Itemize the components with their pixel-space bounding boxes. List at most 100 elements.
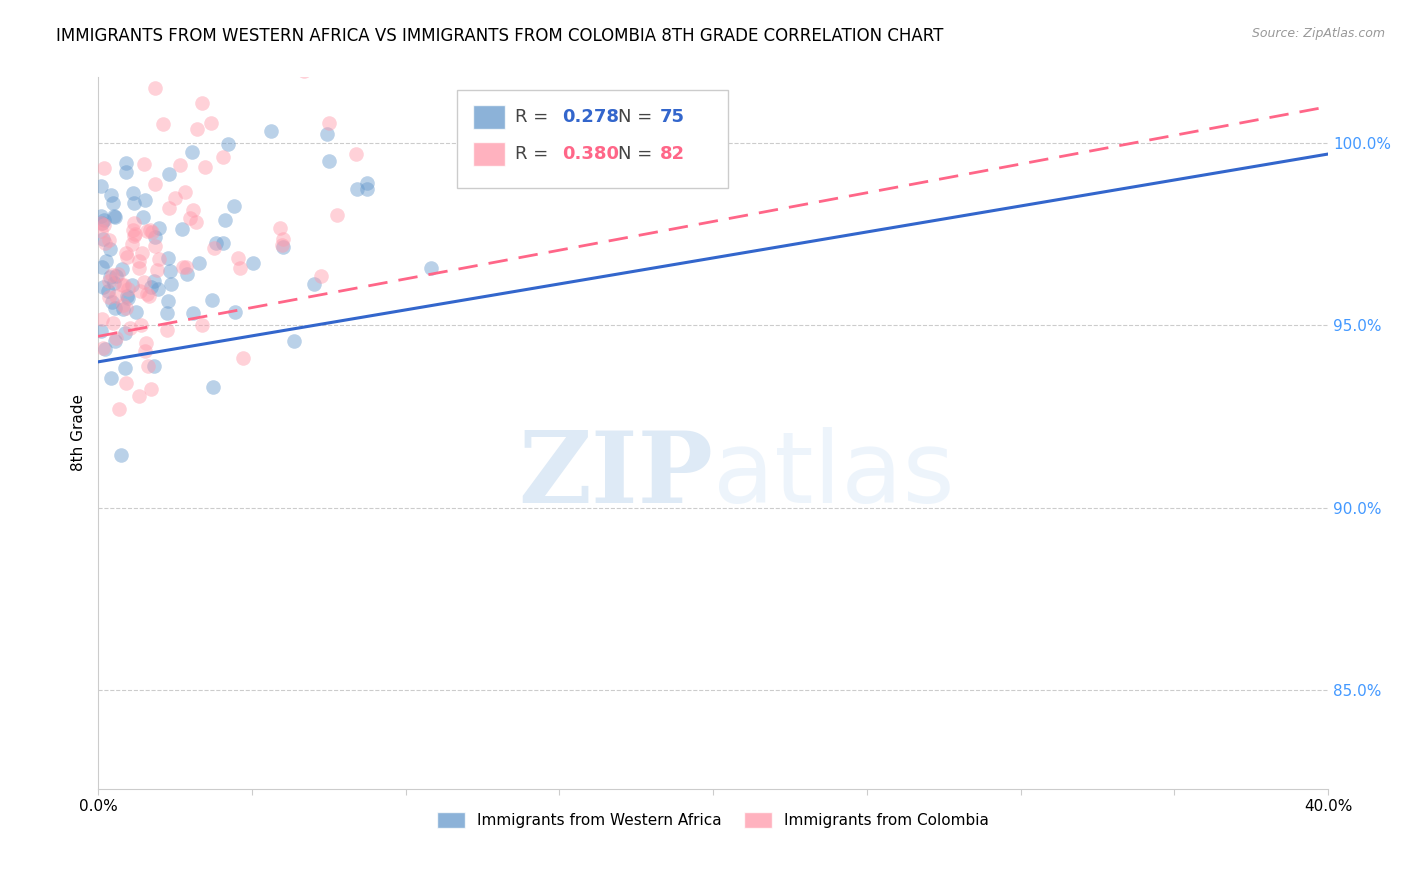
Point <box>134 275 156 289</box>
Point <box>128 261 150 276</box>
Text: R =: R = <box>515 108 554 126</box>
Point <box>136 224 159 238</box>
Point <box>114 376 136 391</box>
Point <box>131 246 153 260</box>
Point <box>90 224 112 238</box>
Point <box>122 217 145 231</box>
Point <box>129 285 152 299</box>
Point <box>143 274 166 288</box>
Bar <box>474 142 505 166</box>
Point <box>90 216 112 230</box>
Point <box>111 278 134 293</box>
Point <box>112 302 135 317</box>
Point <box>110 449 132 463</box>
Point <box>136 359 159 373</box>
Point <box>94 235 117 250</box>
Point <box>115 246 138 260</box>
Point <box>181 145 204 160</box>
Point <box>120 321 142 335</box>
Point <box>139 280 162 294</box>
Y-axis label: 8th Grade: 8th Grade <box>72 394 86 472</box>
Point <box>309 268 332 283</box>
Point <box>90 178 112 193</box>
Point <box>122 222 145 236</box>
Point <box>315 127 337 141</box>
Point <box>111 261 134 276</box>
Point <box>152 117 174 131</box>
Point <box>141 382 163 396</box>
Point <box>170 222 193 236</box>
Point <box>356 176 378 190</box>
Point <box>121 277 143 292</box>
Point <box>186 121 208 136</box>
Point <box>318 154 340 169</box>
Point <box>122 229 145 244</box>
Point <box>181 203 204 218</box>
Point <box>179 211 201 225</box>
Point <box>117 291 139 305</box>
Point <box>90 215 112 229</box>
Point <box>269 220 291 235</box>
Point <box>103 316 125 330</box>
Point <box>143 80 166 95</box>
Text: Source: ZipAtlas.com: Source: ZipAtlas.com <box>1251 27 1385 40</box>
Point <box>115 301 138 316</box>
Point <box>172 260 194 275</box>
Point <box>380 24 402 38</box>
Point <box>94 342 117 356</box>
Point <box>159 277 181 292</box>
Point <box>356 182 378 196</box>
Point <box>184 215 207 229</box>
Point <box>90 260 112 275</box>
Point <box>91 232 114 246</box>
Point <box>420 260 443 275</box>
Point <box>222 199 245 213</box>
Point <box>205 235 228 250</box>
Point <box>94 254 117 268</box>
Point <box>91 280 114 294</box>
Point <box>283 334 305 348</box>
Point <box>104 331 127 345</box>
Point <box>156 305 179 319</box>
Point <box>100 371 122 385</box>
Point <box>105 289 128 303</box>
Point <box>93 161 115 176</box>
Point <box>174 186 197 200</box>
Point <box>98 242 121 256</box>
Point <box>101 268 124 282</box>
Point <box>211 235 233 250</box>
Point <box>142 359 165 373</box>
Point <box>228 260 250 275</box>
Point <box>91 312 114 326</box>
Point <box>346 182 368 196</box>
Text: 82: 82 <box>661 145 685 162</box>
Point <box>112 277 135 292</box>
Text: N =: N = <box>619 145 658 162</box>
Point <box>159 264 181 278</box>
Point <box>143 238 166 252</box>
Point <box>117 282 139 296</box>
Point <box>91 342 114 356</box>
Point <box>226 252 249 266</box>
Point <box>115 250 138 264</box>
Legend: Immigrants from Western Africa, Immigrants from Colombia: Immigrants from Western Africa, Immigran… <box>432 806 995 834</box>
Point <box>93 213 115 227</box>
Point <box>134 344 156 359</box>
Point <box>100 188 122 202</box>
Text: 0.380: 0.380 <box>562 145 619 162</box>
Point <box>138 289 160 303</box>
Point <box>326 208 349 222</box>
Point <box>271 231 294 245</box>
Point <box>292 64 315 78</box>
Text: N =: N = <box>619 108 658 126</box>
Point <box>122 196 145 211</box>
FancyBboxPatch shape <box>457 89 728 187</box>
Point <box>101 294 124 309</box>
Point <box>169 158 191 172</box>
Text: 0.278: 0.278 <box>562 108 619 126</box>
Point <box>134 157 156 171</box>
Point <box>200 116 222 130</box>
Point <box>194 161 217 175</box>
Bar <box>474 105 505 129</box>
Point <box>115 165 138 179</box>
